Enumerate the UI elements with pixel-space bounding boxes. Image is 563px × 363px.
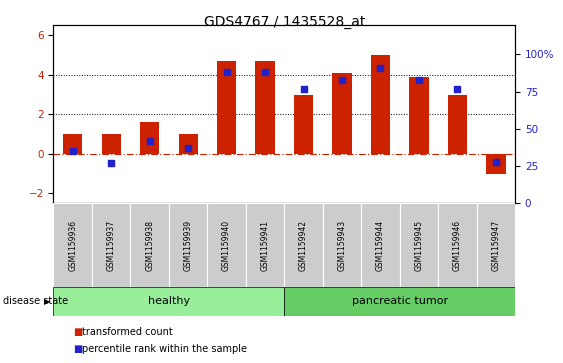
Text: GSM1159942: GSM1159942 (299, 220, 308, 270)
FancyBboxPatch shape (284, 287, 515, 316)
FancyBboxPatch shape (53, 203, 92, 287)
Text: ■: ■ (73, 327, 82, 337)
Point (414, 77, 423, 82)
FancyBboxPatch shape (207, 203, 246, 287)
Bar (256, 61, 275, 154)
Text: GSM1159945: GSM1159945 (414, 220, 423, 270)
Point (453, 86, 462, 91)
Text: GSM1159937: GSM1159937 (107, 220, 115, 270)
Point (68, 148, 77, 154)
Text: GSM1159940: GSM1159940 (222, 220, 231, 270)
FancyBboxPatch shape (169, 203, 207, 287)
Point (145, 138, 154, 144)
Text: GSM1159947: GSM1159947 (491, 220, 501, 270)
Point (184, 145, 193, 151)
FancyBboxPatch shape (400, 203, 438, 287)
Point (261, 69, 270, 75)
FancyBboxPatch shape (92, 203, 131, 287)
FancyBboxPatch shape (477, 203, 515, 287)
FancyBboxPatch shape (361, 203, 400, 287)
Bar (294, 95, 313, 154)
Text: transformed count: transformed count (82, 327, 172, 337)
Text: GSM1159943: GSM1159943 (338, 220, 346, 270)
Text: pancreatic tumor: pancreatic tumor (352, 296, 448, 306)
Point (376, 65, 385, 71)
FancyBboxPatch shape (323, 203, 361, 287)
Bar (63, 134, 82, 154)
Point (491, 159, 501, 164)
Bar (332, 73, 352, 154)
FancyBboxPatch shape (131, 203, 169, 287)
Text: healthy: healthy (148, 296, 190, 306)
Text: GSM1159938: GSM1159938 (145, 220, 154, 270)
Point (222, 69, 231, 75)
Bar (486, 154, 506, 174)
Bar (448, 95, 467, 154)
Text: GDS4767 / 1435528_at: GDS4767 / 1435528_at (204, 15, 365, 29)
Text: ■: ■ (73, 344, 82, 354)
Text: GSM1159939: GSM1159939 (184, 220, 193, 270)
Bar (101, 134, 121, 154)
Bar (178, 134, 198, 154)
Point (299, 86, 308, 91)
FancyBboxPatch shape (246, 203, 284, 287)
Text: ▶: ▶ (44, 297, 51, 306)
FancyBboxPatch shape (284, 203, 323, 287)
Point (337, 77, 346, 82)
Bar (140, 122, 159, 154)
Bar (371, 55, 390, 154)
Text: GSM1159936: GSM1159936 (68, 220, 77, 270)
Text: GSM1159944: GSM1159944 (376, 220, 385, 270)
Text: GSM1159941: GSM1159941 (261, 220, 270, 270)
Bar (409, 77, 428, 154)
FancyBboxPatch shape (438, 203, 477, 287)
Text: GSM1159946: GSM1159946 (453, 220, 462, 270)
Bar (217, 61, 236, 154)
Text: disease state: disease state (3, 296, 68, 306)
Point (107, 160, 116, 166)
FancyBboxPatch shape (53, 287, 284, 316)
Text: percentile rank within the sample: percentile rank within the sample (82, 344, 247, 354)
